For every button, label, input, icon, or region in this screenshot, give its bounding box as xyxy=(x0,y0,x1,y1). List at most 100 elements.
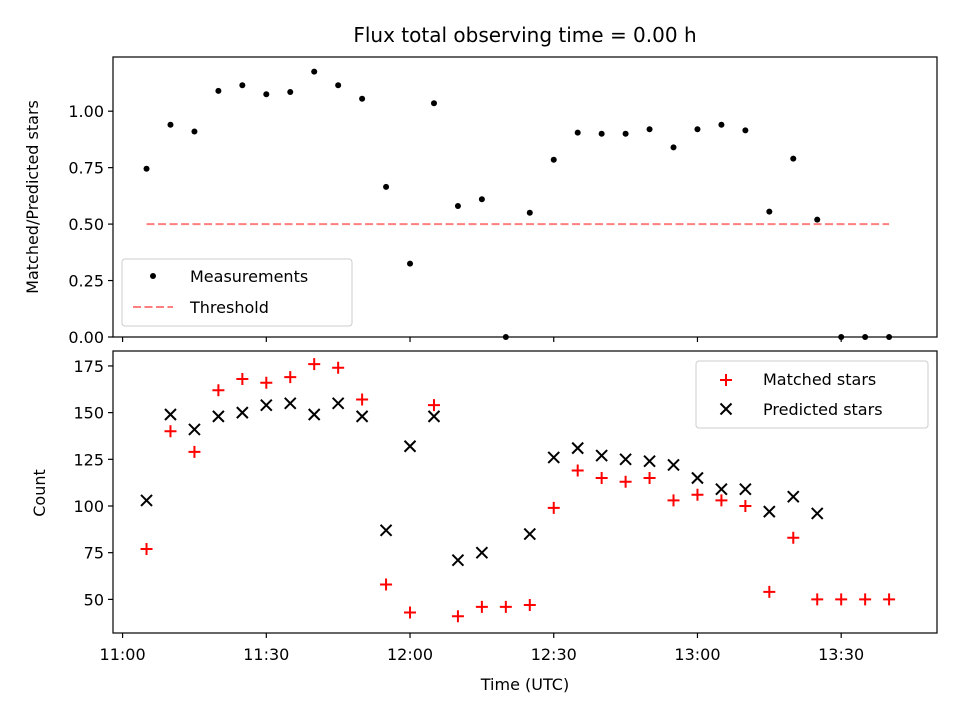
predicted-stars-point xyxy=(403,440,417,453)
measurement-point xyxy=(670,144,677,151)
matched-stars-point xyxy=(763,585,776,598)
xtick-label: 11:00 xyxy=(100,645,146,664)
legend-matched-marker xyxy=(720,374,732,386)
matched-stars-point xyxy=(140,542,153,555)
measurement-point xyxy=(886,334,893,340)
measurement-point xyxy=(167,121,174,128)
matched-stars-point xyxy=(188,445,201,458)
matched-stars-point xyxy=(643,471,656,484)
measurement-point xyxy=(742,127,749,134)
matched-stars-point xyxy=(356,393,369,406)
matched-stars-point xyxy=(332,361,345,374)
matched-stars-point xyxy=(667,494,680,507)
predicted-stars-point xyxy=(571,441,584,455)
matched-stars-point xyxy=(715,494,728,507)
predicted-stars-point xyxy=(188,423,201,436)
measurement-point xyxy=(478,196,485,203)
measurement-point xyxy=(790,155,797,162)
matched-stars-point xyxy=(739,500,752,513)
matched-stars-point xyxy=(212,384,225,397)
predicted-stars-point xyxy=(739,482,752,496)
measurement-point xyxy=(383,183,390,190)
predicted-stars-point xyxy=(260,398,273,412)
bottom-y-axis-label: Count xyxy=(30,469,49,517)
bottom-ytick-label: 150 xyxy=(73,404,104,423)
measurement-point xyxy=(862,334,869,340)
top-axes-frame xyxy=(112,56,938,338)
measurement-point xyxy=(598,130,605,137)
bottom-ytick-label: 50 xyxy=(84,590,104,609)
matched-stars-point xyxy=(284,371,297,384)
matched-stars-point xyxy=(859,593,872,606)
predicted-stars-point xyxy=(643,454,656,468)
measurement-point xyxy=(335,82,342,89)
top-ytick-label: 0.25 xyxy=(68,272,104,291)
matched-stars-point xyxy=(571,464,584,477)
measurement-point xyxy=(143,165,150,172)
matched-stars-point xyxy=(499,600,512,613)
measurement-point xyxy=(526,209,533,216)
legend-predicted-label: Predicted stars xyxy=(763,400,883,419)
measurement-point xyxy=(215,87,222,94)
predicted-stars-point xyxy=(164,408,177,421)
x-axis-label: Time (UTC) xyxy=(480,675,569,694)
predicted-stars-point xyxy=(523,527,536,541)
matched-stars-point xyxy=(427,399,440,412)
top-ytick-label: 1.00 xyxy=(68,102,104,121)
measurement-point xyxy=(646,126,653,133)
predicted-stars-point xyxy=(691,471,704,485)
measurement-point xyxy=(430,100,437,107)
matched-stars-point xyxy=(404,606,417,619)
matched-stars-point xyxy=(380,578,393,591)
measurement-point xyxy=(311,68,318,75)
measurement-point xyxy=(359,95,366,102)
top-ytick-label: 0.00 xyxy=(68,328,104,347)
measurement-point xyxy=(263,91,270,98)
xtick-label: 11:30 xyxy=(243,645,289,664)
top-legend xyxy=(121,258,353,327)
predicted-stars-point xyxy=(667,458,680,472)
predicted-stars-point xyxy=(547,451,560,464)
measurement-point xyxy=(766,208,773,215)
legend-threshold-label: Threshold xyxy=(189,298,269,317)
measurement-point xyxy=(838,334,845,340)
predicted-stars-point xyxy=(427,410,441,423)
measurement-point xyxy=(622,130,629,137)
xtick-label: 12:30 xyxy=(531,645,577,664)
matched-stars-point xyxy=(451,610,464,623)
bottom-ytick-label: 125 xyxy=(73,450,104,469)
matched-stars-point xyxy=(787,531,800,544)
measurement-point xyxy=(239,82,246,89)
predicted-stars-point xyxy=(308,408,321,421)
predicted-stars-point xyxy=(140,494,153,507)
bottom-ytick-label: 175 xyxy=(73,357,104,376)
predicted-stars-point xyxy=(236,406,249,419)
xtick-label: 13:00 xyxy=(674,645,720,664)
predicted-stars-point xyxy=(379,524,393,537)
matched-stars-point xyxy=(811,593,824,606)
predicted-stars-point xyxy=(212,410,225,423)
measurement-point xyxy=(287,89,294,95)
predicted-stars-point xyxy=(331,397,345,410)
matched-stars-point xyxy=(883,593,896,606)
legend-measurements-marker xyxy=(150,273,156,279)
legend-matched-label: Matched stars xyxy=(763,370,876,389)
legend-measurements-label: Measurements xyxy=(190,267,308,286)
predicted-stars-point xyxy=(715,482,728,496)
matched-stars-point xyxy=(691,488,704,501)
matched-stars-point xyxy=(475,600,488,613)
matched-stars-point xyxy=(260,376,273,389)
top-y-axis-label: Matched/Predicted stars xyxy=(23,100,42,294)
bottom-axes-frame xyxy=(112,350,938,634)
measurement-point xyxy=(407,260,414,267)
measurement-point xyxy=(502,334,509,340)
measurement-point xyxy=(454,203,461,210)
predicted-stars-point xyxy=(451,553,465,567)
measurement-point xyxy=(191,128,198,135)
predicted-stars-point xyxy=(787,490,800,503)
xtick-label: 13:30 xyxy=(818,645,864,664)
bottom-panel: 50 75 100 125 150 175 11:00 11:30 12:00 12:30 13:0… xyxy=(73,350,938,664)
measurement-point xyxy=(814,216,821,223)
matched-stars-point xyxy=(619,475,632,488)
